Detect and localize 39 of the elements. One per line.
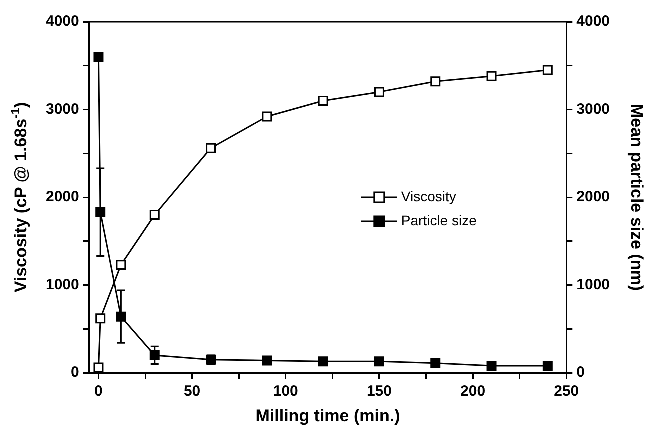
y-tick-label: 1000: [46, 276, 80, 294]
point: [206, 143, 216, 154]
point: [318, 356, 328, 367]
y2-tick-label: 4000: [576, 13, 610, 30]
y-tick-label: 2000: [46, 188, 80, 206]
x-tick-label: 100: [273, 383, 298, 400]
point: [262, 112, 272, 122]
point: [116, 260, 126, 270]
y2-tick-label: 1000: [576, 276, 610, 294]
point: [94, 362, 104, 373]
y2-tick-label: 2000: [576, 188, 610, 206]
point: [374, 356, 384, 367]
y-tick-label: 0: [71, 364, 80, 382]
point: [262, 356, 272, 366]
y-tick-label: 3000: [46, 100, 80, 118]
x-tick-label: 200: [460, 383, 486, 400]
legend-label: Viscosity: [401, 188, 456, 204]
y-tick-label: 4000: [46, 13, 80, 30]
point: [94, 52, 104, 62]
x-tick-label: 150: [366, 383, 392, 400]
point: [486, 360, 497, 371]
point: [374, 87, 384, 98]
point: [542, 360, 553, 371]
y-axis-title: Viscosity (cP @ 1.68s-1): [8, 102, 31, 293]
x-tick-label: 0: [94, 383, 103, 400]
y2-tick-label: 0: [576, 364, 585, 382]
point: [96, 314, 106, 324]
point: [318, 96, 328, 106]
x-tick-label: 250: [554, 383, 580, 400]
legend-label: Particle size: [401, 212, 478, 228]
x-axis-title: Milling time (min.): [256, 406, 400, 426]
point: [430, 76, 441, 87]
point: [150, 210, 160, 220]
y2-tick-label: 3000: [576, 100, 610, 118]
point: [430, 358, 441, 368]
point: [542, 65, 553, 76]
point: [486, 71, 497, 82]
x-tick-label: 50: [184, 383, 201, 400]
y2-axis-title: Mean particle size (nm): [627, 104, 646, 292]
